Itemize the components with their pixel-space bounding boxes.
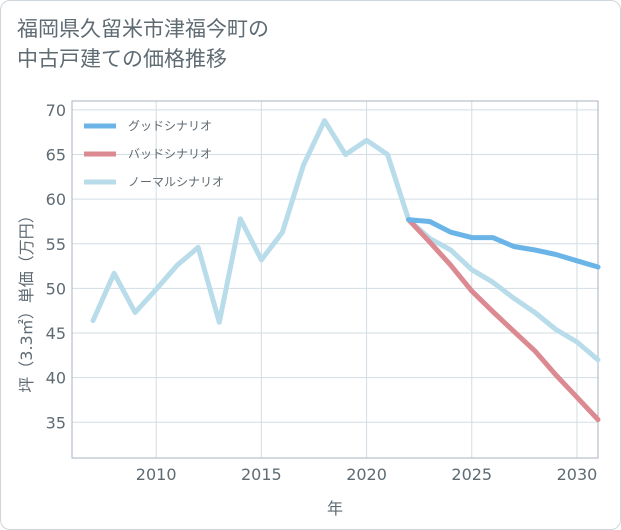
y-axis-ticks: 35 40 45 50 55 60 65 70 [46,101,66,432]
legend-label-1: バッドシナリオ [128,147,212,161]
y-tick-label: 55 [46,235,66,254]
x-axis-ticks: 2010 2015 2020 2025 2030 [136,465,598,484]
x-tick-label: 2010 [136,465,177,484]
y-tick-label: 45 [46,324,66,343]
chart-title: 福岡県久留米市津福今町の 中古戸建ての価格推移 [17,14,269,74]
y-tick-label: 50 [46,279,66,298]
series-line-0 [406,217,601,270]
plot-area-border [71,100,599,459]
legend-label-2: ノーマルシナリオ [128,175,224,189]
x-tick-label: 2020 [346,465,387,484]
x-tick-label: 2025 [451,465,492,484]
x-tick-label: 2030 [557,465,598,484]
series-line-1 [406,217,601,423]
x-tick-label: 2015 [241,465,282,484]
y-tick-label: 60 [46,190,66,209]
series-line-2 [90,118,601,363]
y-tick-label: 35 [46,413,66,432]
y-tick-label: 40 [46,369,66,388]
legend-label-0: グッドシナリオ [128,119,212,133]
x-axis-title: 年 [327,499,343,518]
grid [72,101,598,458]
y-axis-title: 坪（3.3㎡）単価（万円） [17,207,36,392]
y-tick-label: 65 [46,146,66,165]
chart-title-line-2: 中古戸建ての価格推移 [17,47,227,71]
chart-title-line-1: 福岡県久留米市津福今町の [17,17,269,41]
y-tick-label: 70 [46,101,66,120]
series-lines [90,118,601,423]
